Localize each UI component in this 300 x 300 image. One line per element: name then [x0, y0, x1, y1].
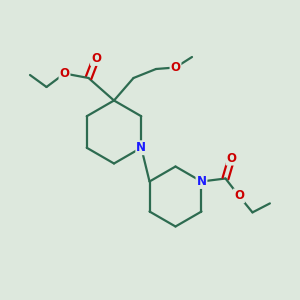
Text: O: O [170, 61, 181, 74]
Text: N: N [196, 175, 206, 188]
Text: O: O [91, 52, 101, 65]
Text: N: N [136, 141, 146, 154]
Text: O: O [226, 152, 236, 165]
Text: O: O [59, 67, 70, 80]
Text: O: O [234, 189, 244, 203]
